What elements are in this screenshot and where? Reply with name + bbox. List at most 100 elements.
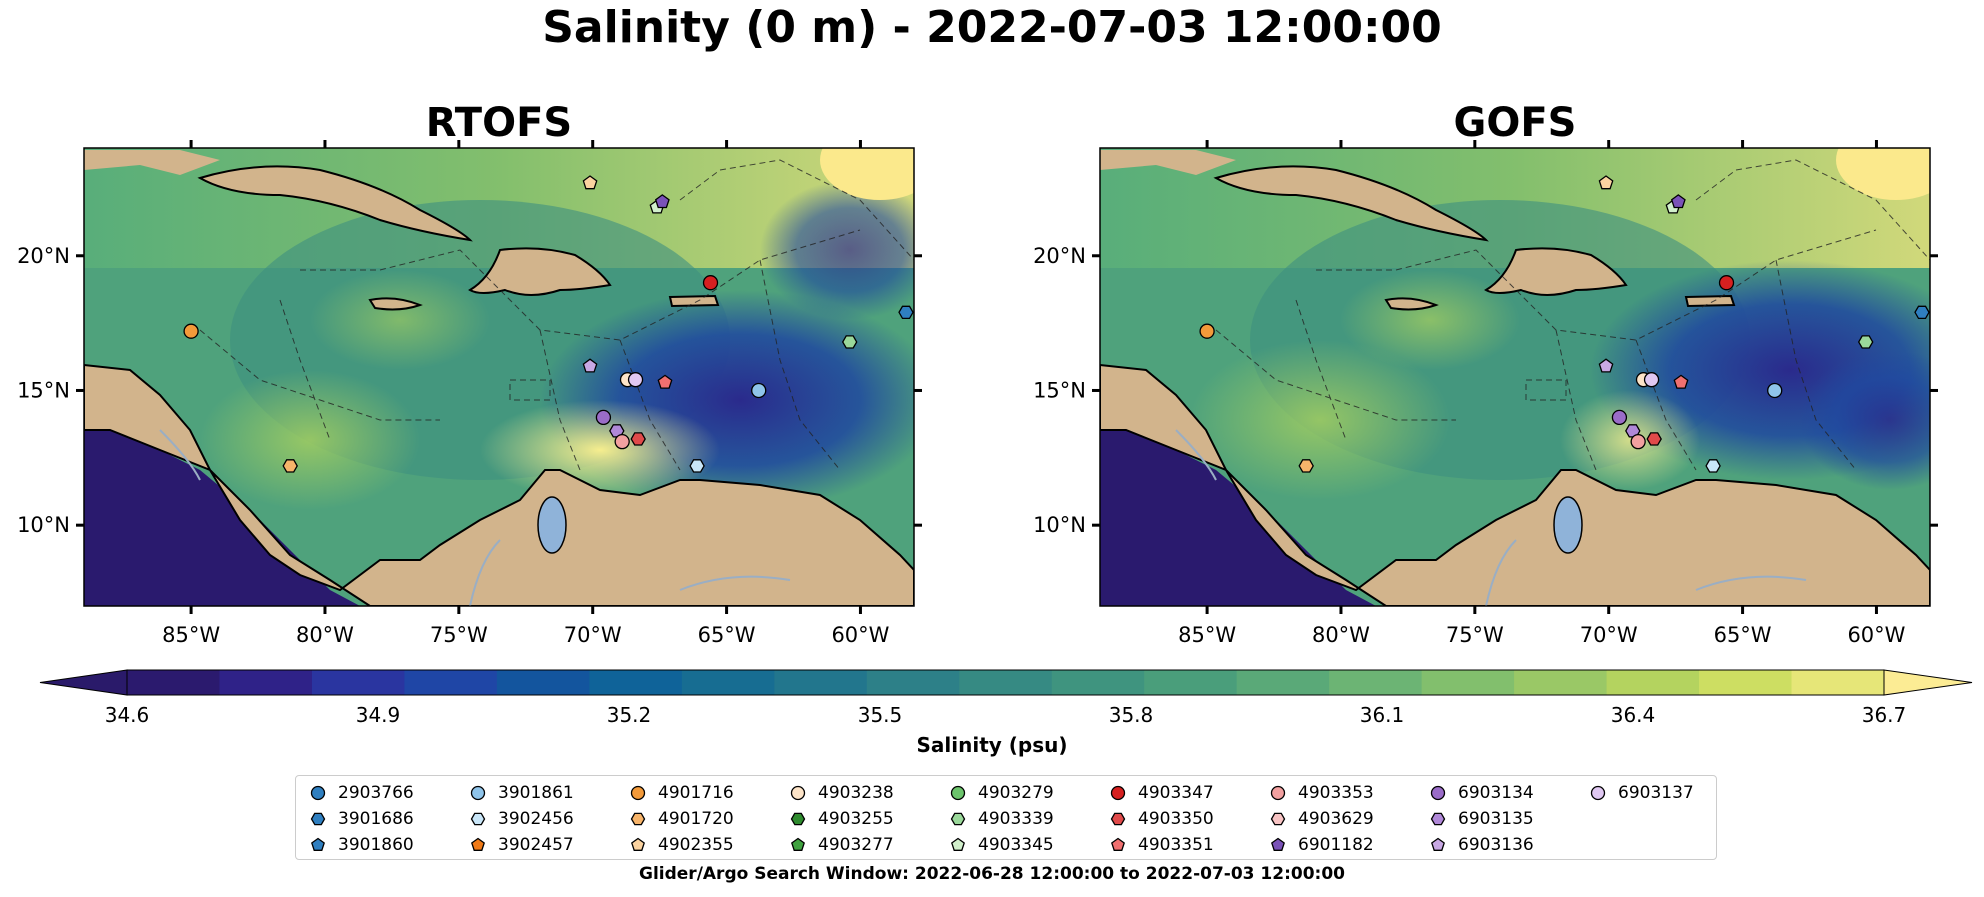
- circle-marker-icon: [630, 785, 646, 801]
- lat-tick-label: 20°N: [1033, 244, 1086, 268]
- legend-label: 4901720: [658, 809, 734, 829]
- float-marker-3901686: [898, 305, 914, 320]
- legend-label: 4903347: [1138, 783, 1214, 803]
- float-marker-4903347: [1718, 275, 1735, 291]
- float-marker-4902355: [1598, 175, 1614, 190]
- legend-label: 2903766: [338, 783, 414, 803]
- colorbar-tick-label: 36.1: [1360, 703, 1405, 727]
- colorbar-segment: [1329, 670, 1423, 695]
- float-marker-6903134: [1611, 409, 1628, 426]
- colorbar-segment: [1699, 670, 1793, 695]
- float-marker-4903339: [841, 335, 858, 349]
- puerto-rico: [1684, 294, 1736, 308]
- legend-item-3901861: 3901861: [470, 780, 630, 806]
- colorbar-tick-label: 35.8: [1109, 703, 1154, 727]
- legend-item-2903766: 2903766: [310, 780, 470, 806]
- colorbar-tick-label: 36.7: [1862, 703, 1907, 727]
- pentagon-marker-icon: [951, 837, 965, 851]
- float-marker-4903339: [1857, 335, 1874, 349]
- circle-marker-icon: [950, 785, 966, 801]
- colorbar-segment: [866, 670, 960, 695]
- legend-label: 3901686: [338, 809, 414, 829]
- float-marker-6903137: [627, 372, 644, 388]
- float-marker-3901686: [1914, 305, 1930, 320]
- pentagon-marker-icon: [1111, 837, 1125, 851]
- hexagon-marker-icon: [1270, 812, 1286, 826]
- legend-label: 6903137: [1618, 783, 1694, 803]
- legend-label: 4902355: [658, 835, 734, 855]
- legend-item-4903345: 4903345: [950, 832, 1110, 858]
- pentagon-marker-icon: [791, 837, 805, 851]
- cuba: [1213, 165, 1489, 242]
- float-marker-6903136: [1598, 358, 1614, 373]
- circle-marker-icon: [1270, 785, 1286, 801]
- circle-marker-icon: [470, 785, 486, 801]
- hexagon-marker-icon: [1110, 812, 1126, 826]
- panel-title-gofs: GOFS: [1453, 100, 1577, 146]
- float-marker-3902456: [689, 459, 705, 473]
- hispaniola: [468, 247, 612, 296]
- legend-item-4903351: 4903351: [1110, 832, 1270, 858]
- legend-item-4901716: 4901716: [630, 780, 790, 806]
- rivers: [159, 429, 791, 606]
- float-marker-3901861: [1767, 382, 1783, 399]
- gofs-observation-markers: [1199, 175, 1930, 473]
- colorbar-segment: [589, 670, 683, 695]
- legend-item-4903347: 4903347: [1110, 780, 1270, 806]
- lake-maracaibo: [537, 496, 567, 554]
- colorbar-tick-label: 36.4: [1611, 703, 1656, 727]
- legend-label: 6903136: [1458, 835, 1534, 855]
- figure-title: Salinity (0 m) - 2022-07-03 12:00:00: [542, 2, 1442, 53]
- float-marker-6903136: [582, 358, 598, 373]
- hexagon-marker-icon: [790, 812, 806, 826]
- legend-label: 4903351: [1138, 835, 1214, 855]
- float-marker-4903353: [1630, 434, 1646, 450]
- lon-tick-label: 60°W: [831, 623, 889, 647]
- legend-item-6903134: 6903134: [1430, 780, 1590, 806]
- legend-item-4901720: 4901720: [630, 806, 790, 832]
- float-marker-4902355: [582, 175, 598, 190]
- colorbar-extend-low: [39, 669, 128, 696]
- circle-marker-icon: [1430, 785, 1446, 801]
- legend-label: 4903339: [978, 809, 1054, 829]
- legend-label: 6903134: [1458, 783, 1534, 803]
- lon-tick-label: 75°W: [430, 623, 488, 647]
- colorbar-tick-label: 35.5: [858, 703, 903, 727]
- float-marker-4901720: [282, 459, 298, 473]
- legend-label: 4903629: [1298, 809, 1374, 829]
- colorbar-segment: [1421, 670, 1515, 695]
- legend-label: 3902456: [498, 809, 574, 829]
- jamaica: [368, 297, 423, 311]
- float-legend: 2903766 3901686 3901860 3901861 3902456 39024…: [295, 775, 1717, 860]
- rtofs-map: [84, 148, 914, 606]
- hexagon-marker-icon: [310, 812, 326, 826]
- search-window-note: Glider/Argo Search Window: 2022-06-28 12…: [639, 864, 1345, 884]
- lon-tick-label: 70°W: [564, 623, 622, 647]
- lon-tick-label: 65°W: [698, 623, 756, 647]
- float-marker-6901182: [1670, 194, 1686, 209]
- colorbar-segment: [1144, 670, 1238, 695]
- float-marker-6903134: [595, 409, 612, 426]
- eez-boundaries: [199, 159, 914, 471]
- legend-item-4903279: 4903279: [950, 780, 1110, 806]
- hexagon-marker-icon: [950, 812, 966, 826]
- rtofs-observation-markers: [183, 175, 914, 473]
- lake-maracaibo: [1553, 496, 1583, 554]
- legend-label: 3901860: [338, 835, 414, 855]
- legend-label: 3902457: [498, 835, 574, 855]
- float-marker-4903347: [702, 275, 719, 291]
- legend-item-4902355: 4902355: [630, 832, 790, 858]
- central-south-america-land: [1100, 363, 1930, 606]
- colorbar-segment: [1791, 670, 1885, 695]
- colorbar-segment: [496, 670, 590, 695]
- circle-marker-icon: [790, 785, 806, 801]
- lon-tick-label: 80°W: [296, 623, 354, 647]
- lon-tick-label: 85°W: [162, 623, 220, 647]
- colorbar-segment: [681, 670, 775, 695]
- legend-label: 6901182: [1298, 835, 1374, 855]
- legend-label: 4903350: [1138, 809, 1214, 829]
- colorbar-segment: [1236, 670, 1330, 695]
- cuba: [197, 165, 473, 242]
- puerto-rico: [668, 294, 720, 308]
